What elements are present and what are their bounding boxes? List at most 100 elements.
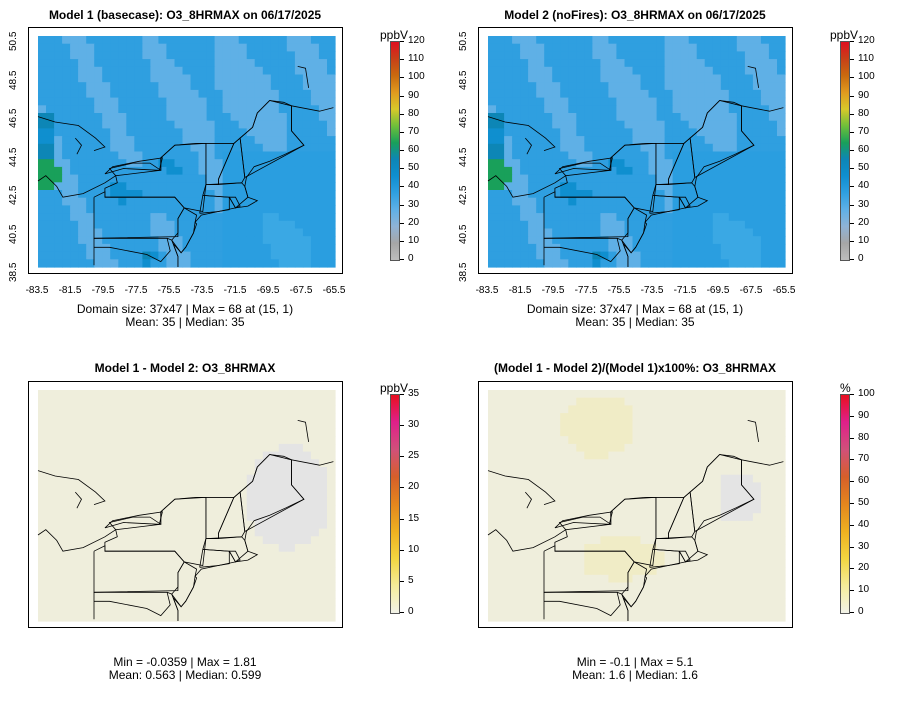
grid-cell: [222, 459, 232, 468]
grid-cell: [198, 597, 208, 607]
grid-cell: [592, 574, 601, 584]
grid-cell: [504, 120, 513, 129]
colorbar-unit: %: [840, 381, 851, 395]
grid-cell: [294, 544, 304, 553]
grid-cell: [294, 413, 304, 422]
grid-cell: [190, 36, 200, 45]
grid-cell: [560, 467, 569, 476]
grid-cell: [318, 528, 328, 537]
grid-cell: [206, 105, 216, 114]
grid-cell: [736, 597, 746, 607]
grid-cell: [488, 51, 497, 60]
grid-cell: [648, 467, 658, 476]
grid-cell: [78, 397, 87, 406]
grid-cell: [134, 166, 143, 176]
grid-cell: [544, 66, 553, 76]
grid-cell: [760, 451, 770, 460]
grid-cell: [206, 128, 216, 137]
grid-cell: [760, 190, 770, 199]
grid-cell: [142, 528, 151, 537]
grid-cell: [62, 128, 71, 137]
grid-cell: [536, 66, 545, 76]
grid-cell: [592, 43, 601, 52]
grid-cell: [496, 582, 505, 591]
grid-cell: [752, 536, 762, 545]
grid-cell: [286, 597, 296, 607]
grid-cell: [584, 174, 593, 183]
grid-cell: [62, 443, 71, 453]
grid-cell: [214, 51, 224, 60]
grid-cell: [688, 582, 698, 591]
grid-cell: [327, 243, 336, 253]
grid-cell: [760, 89, 770, 99]
grid-cell: [680, 197, 690, 206]
grid-cell: [198, 405, 208, 414]
grid-cell: [680, 497, 690, 507]
grid-cell: [680, 397, 690, 406]
grid-cell: [206, 74, 216, 83]
grid-cell: [592, 590, 601, 599]
grid-cell: [86, 582, 95, 591]
grid-cell: [728, 536, 738, 545]
grid-cell: [327, 436, 336, 445]
grid-cell: [664, 36, 674, 45]
colorbar-tick-mark: [850, 95, 854, 97]
grid-cell: [294, 89, 304, 99]
grid-cell: [712, 467, 722, 476]
grid-cell: [672, 420, 682, 430]
x-tick-label: -71.5: [223, 285, 247, 296]
grid-cell: [94, 51, 103, 60]
grid-cell: [166, 197, 175, 206]
grid-cell: [544, 428, 553, 437]
grid-cell: [552, 128, 561, 137]
grid-cell: [600, 513, 609, 522]
grid-cell: [536, 174, 545, 183]
map-outlines: [37, 420, 334, 621]
grid-cell: [278, 513, 288, 522]
grid-cell: [286, 613, 296, 622]
grid-cell: [222, 59, 232, 68]
grid-cell: [680, 590, 690, 599]
grid-cell: [504, 36, 513, 45]
grid-cell: [624, 220, 634, 230]
grid-cell: [318, 197, 328, 206]
grid-cell: [206, 205, 216, 214]
grid-cell: [70, 136, 79, 145]
grid-cell: [262, 43, 272, 52]
grid-cell: [712, 390, 722, 399]
grid-cell: [680, 151, 690, 160]
grid-cell: [238, 128, 248, 137]
grid-cell: [768, 197, 778, 206]
grid-cell: [198, 259, 208, 268]
grid-cell: [54, 190, 63, 199]
grid-cell: [150, 590, 159, 599]
grid-cell: [174, 159, 184, 168]
grid-cell: [126, 451, 135, 460]
grid-cell: [584, 97, 593, 106]
grid-cell: [568, 174, 577, 183]
grid-cell: [552, 51, 561, 60]
grid-cell: [544, 544, 553, 553]
grid-cell: [126, 213, 135, 222]
grid-cell: [38, 582, 47, 591]
grid-cell: [94, 428, 103, 437]
grid-cell: [777, 51, 786, 60]
grid-cell: [568, 590, 577, 599]
grid-cell: [768, 120, 778, 129]
grid-cell: [86, 390, 95, 399]
grid-cell: [166, 120, 175, 129]
grid-cell: [504, 59, 513, 68]
grid-cell: [286, 582, 296, 591]
canada-coastline: [524, 491, 532, 509]
grid-cell: [286, 243, 296, 253]
grid-cell: [608, 567, 617, 576]
grid-cell: [70, 459, 79, 468]
grid-cell: [214, 251, 224, 260]
grid-cell: [158, 236, 167, 245]
grid-cell: [744, 228, 754, 237]
grid-cell: [238, 459, 248, 468]
grid-cell: [528, 259, 537, 268]
grid-cell: [592, 66, 601, 76]
grid-cell: [94, 582, 103, 591]
grid-cell: [752, 544, 762, 553]
